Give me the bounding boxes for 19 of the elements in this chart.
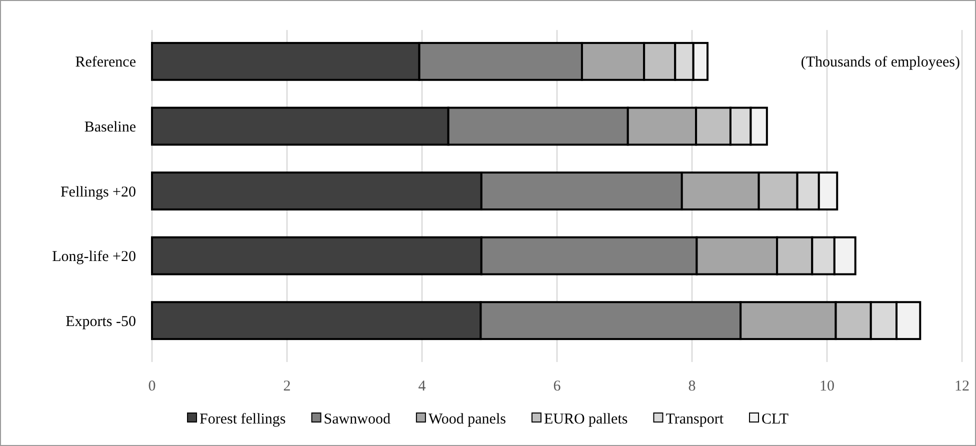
legend-label: EURO pallets bbox=[544, 411, 628, 428]
x-tick-label: 4 bbox=[418, 378, 426, 395]
y-tick-label: Fellings +20 bbox=[60, 184, 136, 200]
y-tick-label: Exports -50 bbox=[66, 314, 136, 330]
x-tick-label: 6 bbox=[553, 378, 562, 395]
y-tick-label: Reference bbox=[75, 54, 136, 71]
legend-label: Transport bbox=[666, 411, 724, 428]
y-tick-label: Baseline bbox=[84, 119, 136, 136]
legend-label: Sawnwood bbox=[324, 411, 391, 428]
y-tick-label: Long-life +20 bbox=[52, 249, 136, 266]
x-tick-label: 10 bbox=[820, 378, 834, 395]
legend-label: Forest fellings bbox=[200, 411, 286, 428]
x-tick-label: 2 bbox=[283, 378, 291, 395]
legend-label: Wood panels bbox=[428, 411, 506, 428]
x-tick-label: 8 bbox=[688, 378, 696, 395]
legend-label: CLT bbox=[762, 411, 788, 428]
annotation: (Thousands of employees) bbox=[800, 54, 960, 71]
x-tick-label: 0 bbox=[148, 378, 156, 395]
x-tick-label: 12 bbox=[954, 378, 970, 395]
